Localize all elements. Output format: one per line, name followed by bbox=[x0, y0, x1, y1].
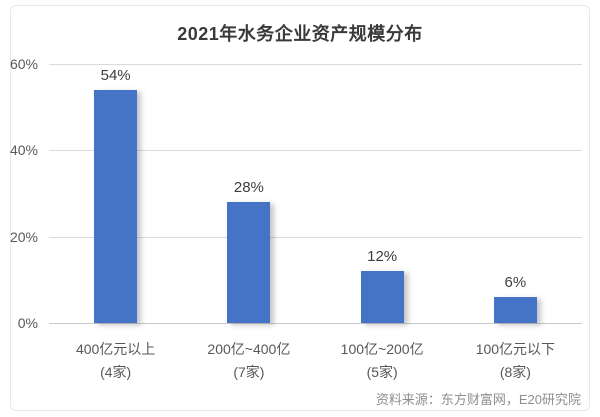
bar-2 bbox=[227, 202, 271, 323]
gridline-0 bbox=[49, 323, 582, 324]
category-count-label: (4家) bbox=[100, 364, 132, 380]
chart-title: 2021年水务企业资产规模分布 bbox=[177, 24, 423, 44]
gridline-60 bbox=[49, 64, 582, 65]
y-axis-tick-label: 0% bbox=[17, 315, 38, 331]
category-range-label: 200亿~400亿 bbox=[207, 341, 291, 357]
category-count-label: (8家) bbox=[499, 364, 531, 380]
category-range-label: 100亿~200亿 bbox=[340, 341, 424, 357]
bar-value-label: 28% bbox=[233, 179, 264, 197]
x-axis-category-label: 400亿元以上 (4家) bbox=[46, 338, 186, 384]
x-axis-category-label: 200亿~400亿 (7家) bbox=[179, 338, 319, 384]
category-range-label: 400亿元以上 bbox=[75, 341, 156, 357]
category-count-label: (5家) bbox=[366, 364, 398, 380]
y-axis-tick-label: 40% bbox=[9, 142, 38, 159]
x-axis-category-label: 100亿~200亿 (5家) bbox=[312, 338, 452, 384]
bar-3 bbox=[360, 271, 404, 323]
category-count-label: (7家) bbox=[233, 364, 265, 380]
bar-4 bbox=[493, 297, 537, 323]
gridline-20 bbox=[49, 236, 582, 238]
bar-value-label: 6% bbox=[504, 274, 527, 292]
source-note: 资料来源：东方财富网，E20研究院 bbox=[375, 392, 581, 407]
y-axis-tick-label: 60% bbox=[9, 56, 38, 72]
bar-value-label: 12% bbox=[367, 248, 398, 266]
category-range-label: 100亿元以下 bbox=[475, 341, 556, 357]
x-axis-category-label: 100亿元以下 (8家) bbox=[445, 338, 585, 384]
bar-value-label: 54% bbox=[100, 66, 131, 84]
bar-1 bbox=[94, 89, 138, 323]
gridline-40 bbox=[49, 150, 582, 152]
y-axis-tick-label: 20% bbox=[9, 228, 38, 245]
